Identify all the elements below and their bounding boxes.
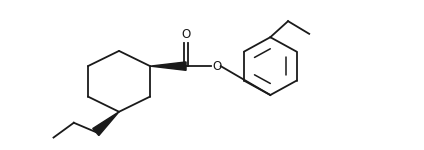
Polygon shape xyxy=(150,62,186,70)
Text: O: O xyxy=(181,28,191,41)
Text: O: O xyxy=(213,60,222,73)
Polygon shape xyxy=(93,112,119,136)
